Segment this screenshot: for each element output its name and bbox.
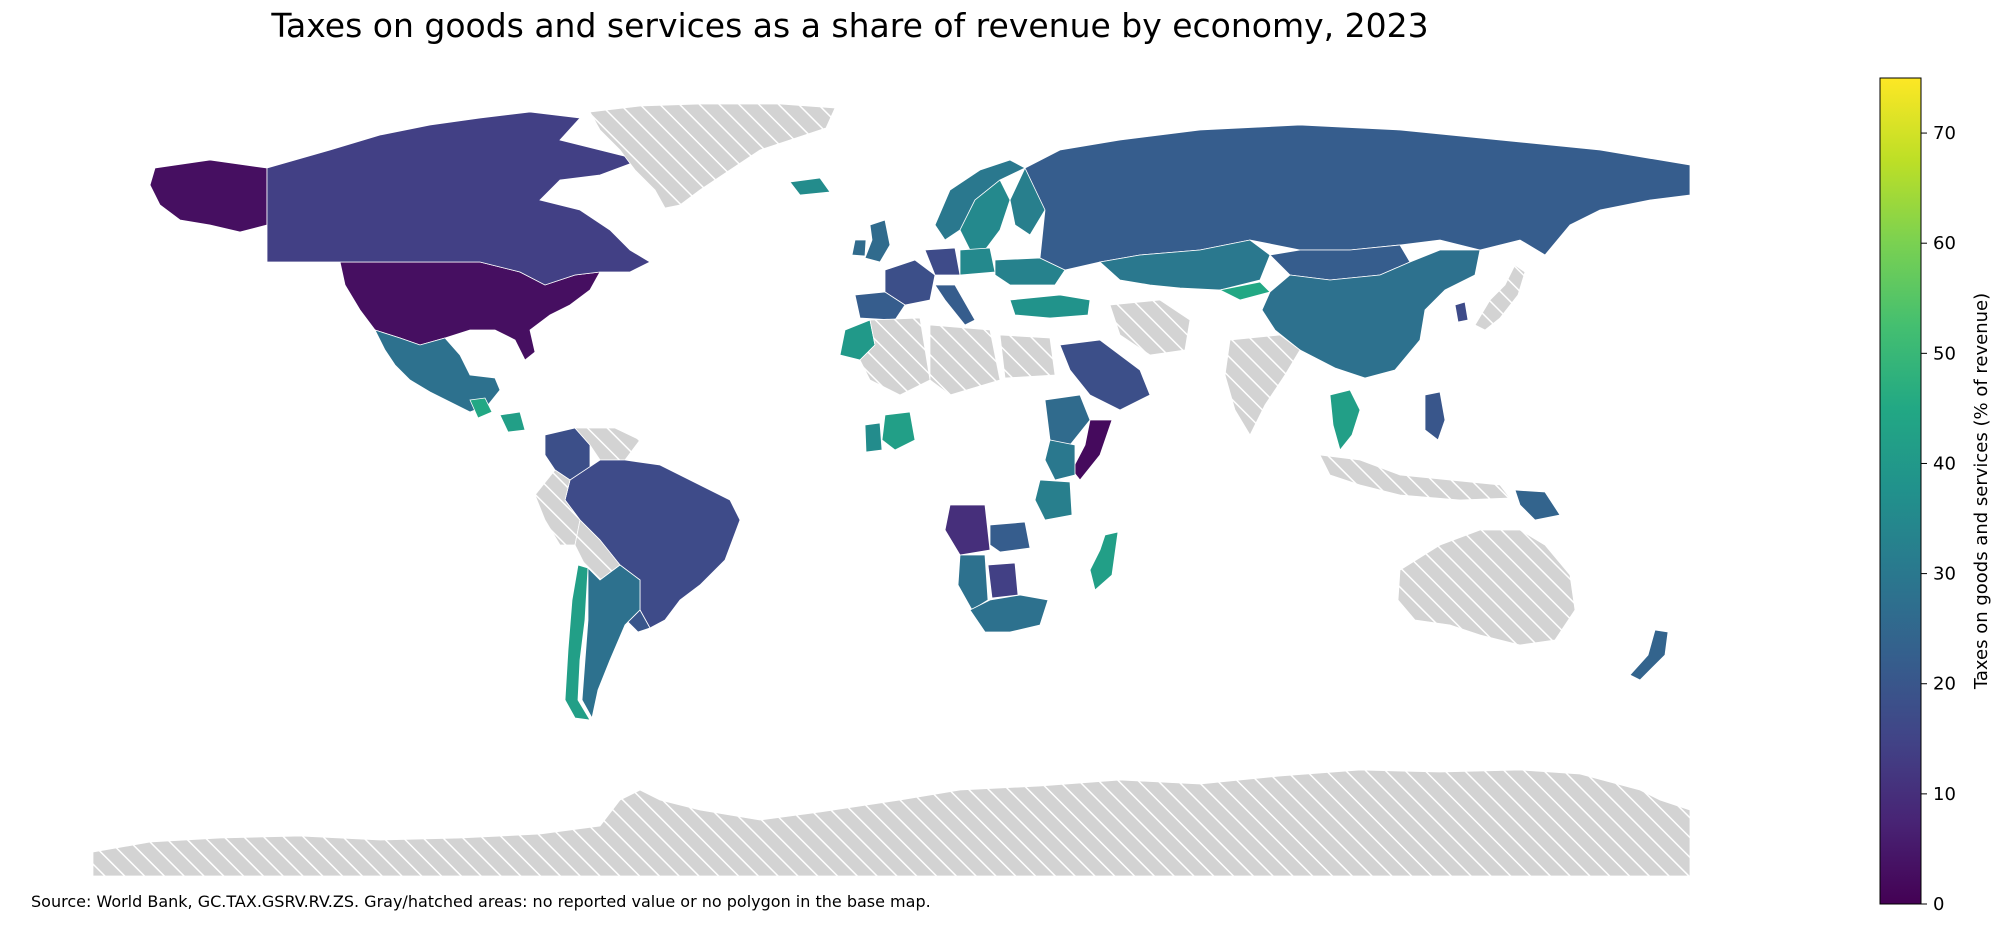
country-south-korea	[1454, 301, 1469, 323]
colorbar-tick-label: 50	[1933, 343, 1956, 364]
colorbar-ticks: 0 10 20 30 40 50 60 70	[1921, 123, 1956, 915]
country-indonesia	[1319, 454, 1511, 501]
country-guatemala	[469, 397, 493, 419]
country-libya	[929, 324, 1001, 396]
country-australia	[1397, 529, 1576, 646]
country-chile	[564, 564, 591, 721]
map-title: Taxes on goods and services as a share o…	[271, 6, 1429, 45]
country-argentina	[581, 564, 641, 720]
country-algeria	[859, 317, 931, 396]
country-spain	[854, 291, 906, 321]
colorbar-tick-label: 70	[1933, 123, 1956, 144]
country-greenland	[589, 103, 836, 209]
country-tanzania	[1034, 479, 1073, 521]
country-norway	[934, 159, 1026, 241]
country-antarctica	[92, 769, 1691, 877]
colorbar-label: Taxes on goods and services (% of revenu…	[1971, 293, 1992, 690]
colorbar-tick-label: 30	[1933, 564, 1956, 585]
country-uruguay	[627, 609, 651, 633]
country-zambia	[989, 521, 1031, 553]
country-layer	[92, 103, 1691, 877]
country-japan	[1474, 264, 1526, 331]
colorbar-tick-label: 40	[1933, 453, 1956, 474]
country-iran	[1109, 299, 1191, 356]
world-map	[92, 103, 1691, 877]
country-angola	[944, 504, 991, 556]
country-kenya	[1044, 439, 1076, 481]
country-nicaragua	[499, 411, 526, 433]
country-ethiopia	[1044, 394, 1091, 446]
country-new-zealand	[1629, 629, 1669, 681]
country-canada	[266, 111, 651, 286]
country-italy	[934, 284, 976, 326]
country-thailand	[1329, 389, 1361, 451]
country-philippines	[1424, 391, 1446, 441]
country-madagascar	[1089, 531, 1119, 591]
country-turkey	[1009, 294, 1091, 319]
country-nigeria	[881, 411, 916, 451]
country-india	[1224, 334, 1301, 436]
country-united-kingdom	[864, 219, 891, 263]
colorbar-tick-label: 0	[1933, 894, 1944, 915]
country-ghana	[864, 422, 883, 453]
country-somalia	[1071, 419, 1113, 481]
country-mexico	[374, 329, 501, 413]
country-iceland	[789, 177, 831, 196]
colorbar-tick-label: 10	[1933, 784, 1956, 805]
colorbar-tick-label: 20	[1933, 674, 1956, 695]
colorbar-tick-label: 60	[1933, 233, 1956, 254]
country-egypt	[999, 334, 1056, 379]
country-ireland	[851, 239, 867, 257]
colorbar-gradient	[1879, 77, 1922, 905]
country-papua-new-guinea	[1514, 489, 1561, 521]
country-kazakhstan	[1099, 239, 1271, 291]
source-note: Source: World Bank, GC.TAX.GSRV.RV.ZS. G…	[31, 892, 931, 911]
country-saudi-arabia	[1059, 339, 1151, 411]
country-south-africa	[969, 594, 1049, 633]
